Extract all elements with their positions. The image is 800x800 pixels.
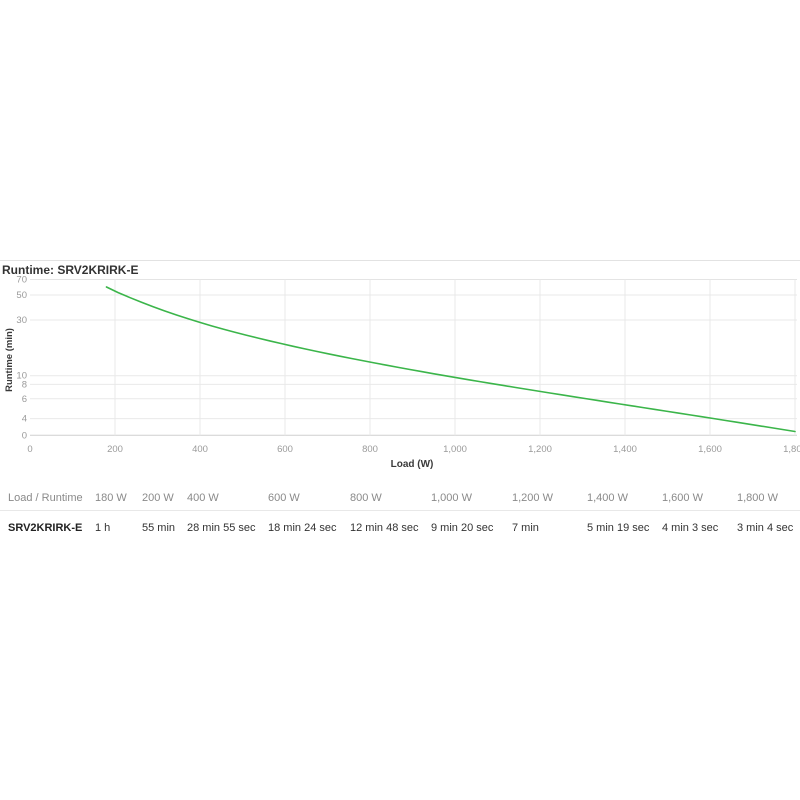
svg-text:1,400: 1,400 [613,444,637,455]
svg-text:Load (W): Load (W) [391,459,434,470]
svg-text:70: 70 [16,275,27,286]
svg-text:800: 800 [362,444,378,455]
svg-text:400: 400 [192,444,208,455]
svg-text:200: 200 [107,444,123,455]
svg-text:Runtime (min): Runtime (min) [4,328,15,392]
svg-text:1,000: 1,000 [443,444,467,455]
svg-text:0: 0 [27,444,32,455]
svg-text:8: 8 [22,379,27,390]
svg-text:6: 6 [22,394,27,405]
svg-text:1,200: 1,200 [528,444,552,455]
svg-text:50: 50 [16,290,27,301]
svg-text:30: 30 [16,315,27,326]
svg-text:1,800: 1,800 [783,444,800,455]
svg-text:0: 0 [22,430,27,441]
svg-text:1,600: 1,600 [698,444,722,455]
svg-text:4: 4 [22,414,27,425]
svg-text:600: 600 [277,444,293,455]
